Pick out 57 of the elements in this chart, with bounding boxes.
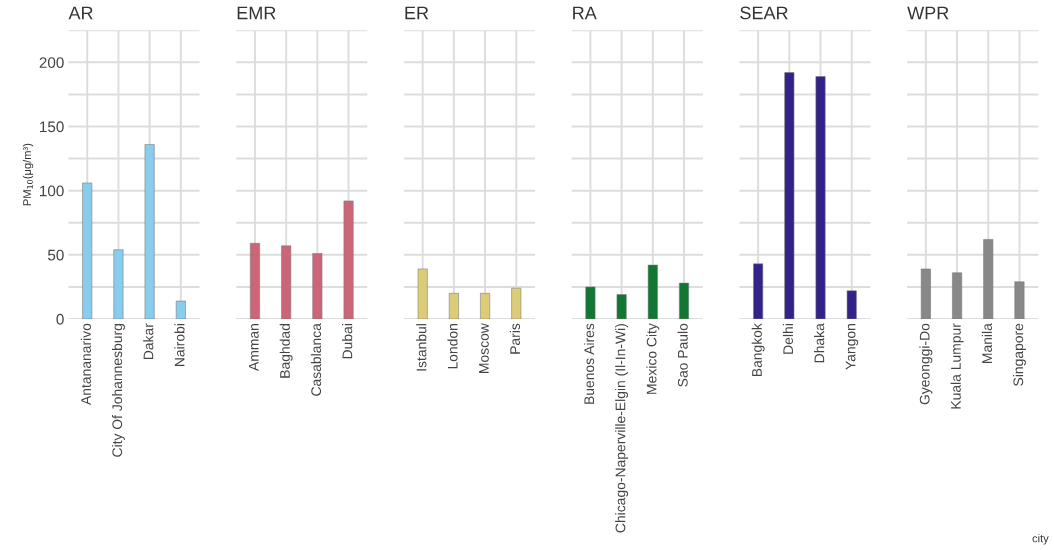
x-tick-label: Dakar: [143, 323, 154, 360]
x-tick-label: Casablanca: [310, 323, 322, 396]
x-tick-label: Istanbul: [416, 324, 427, 371]
bar: [113, 249, 124, 319]
x-tick-label: Bangkok: [751, 323, 765, 377]
bar: [983, 239, 994, 319]
x-tick-label: Kuala Lumpur: [950, 323, 964, 409]
bar: [616, 294, 627, 319]
x-tick-label: City Of Johannesburg: [111, 324, 125, 457]
bar: [920, 268, 931, 319]
chart-title: ER: [405, 6, 429, 20]
x-tick-label: Nairobi: [174, 324, 185, 367]
bar: [82, 182, 93, 319]
x-tick-label: Mexico City: [646, 323, 660, 394]
bar: [1014, 281, 1025, 319]
bar: [753, 263, 764, 319]
x-tick-label: Manila: [981, 323, 992, 363]
chart-title: WPR: [907, 6, 949, 20]
chart-title: RA: [573, 6, 597, 20]
bar: [312, 253, 323, 319]
x-tick-label: Delhi: [782, 324, 794, 354]
x-tick-label: Amman: [248, 324, 259, 371]
bar: [952, 272, 963, 319]
bar: [815, 76, 826, 319]
x-tick-label: Buenos Aires: [583, 323, 595, 404]
x-tick-label: Paris: [509, 323, 521, 354]
y-axis-title: PM$_{10}$(μg/m³): [22, 143, 34, 206]
bar: [144, 144, 155, 319]
chart-title: EMR: [237, 6, 276, 20]
bar: [343, 200, 354, 319]
x-tick-label: Sao Paulo: [677, 323, 688, 387]
y-tick-label: 100: [40, 185, 64, 197]
bar: [647, 264, 658, 319]
y-tick-label: 0: [56, 313, 64, 325]
chart-title: AR: [68, 6, 93, 20]
bar: [250, 243, 260, 319]
x-tick-label: Baghdad: [279, 324, 293, 378]
y-tick-label: 50: [47, 249, 64, 261]
bar: [281, 245, 292, 319]
x-tick-label: Singapore: [1013, 323, 1026, 386]
y-tick-label: 150: [40, 121, 64, 133]
bar: [784, 72, 795, 319]
x-tick-label: Dhaka: [814, 323, 825, 363]
x-tick-label: Moscow: [479, 323, 489, 373]
bar: [846, 290, 857, 319]
y-tick-label: 200: [39, 57, 64, 69]
x-tick-label: Gyeonggi-Do: [919, 323, 933, 405]
chart-title: SEAR: [740, 6, 788, 20]
bar: [679, 282, 689, 319]
bar: [175, 300, 186, 319]
x-tick-label: Yangon: [845, 324, 859, 370]
x-axis-title: city: [1032, 534, 1049, 545]
x-tick-label: Antananarivo: [80, 323, 91, 405]
x-tick-label: Dubai: [342, 324, 353, 359]
bar: [585, 286, 596, 319]
x-tick-label: Chicago-Naperville-Elgin (Il-In-Wi): [615, 324, 629, 533]
x-tick-label: London: [447, 324, 458, 369]
